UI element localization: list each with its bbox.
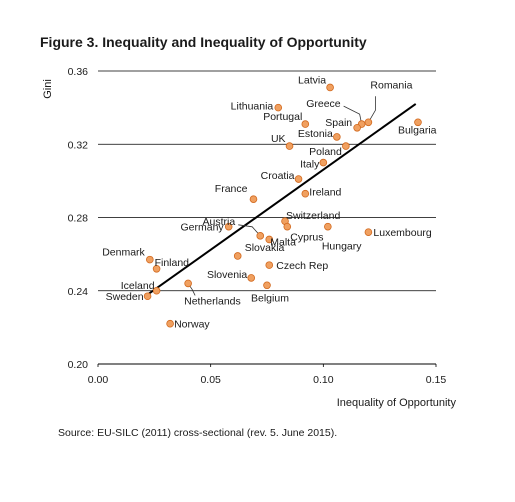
point-poland: [342, 142, 350, 150]
label-slovakia: Slovakia: [245, 242, 285, 254]
trendline: [144, 103, 417, 298]
figure-title: Figure 3. Inequality and Inequality of O…: [40, 34, 367, 50]
label-poland: Poland: [309, 146, 342, 158]
point-luxembourg: [364, 228, 373, 236]
point-netherlands: [184, 279, 192, 288]
label-lithuania: Lithuania: [231, 101, 274, 113]
label-bulgaria: Bulgaria: [398, 124, 437, 136]
label-romania: Romania: [370, 79, 412, 91]
point-germany: [224, 222, 233, 231]
y-axis-title: Gini: [42, 79, 54, 99]
leader-line-romania: [368, 96, 376, 123]
label-croatia: Croatia: [261, 170, 295, 182]
point-sweden: [143, 292, 152, 301]
point-lithuania: [274, 103, 283, 112]
label-hungary: Hungary: [322, 241, 362, 253]
x-tick-label: 0.10: [313, 374, 334, 386]
point-uk: [285, 142, 294, 150]
point-estonia: [333, 133, 341, 141]
label-france: France: [215, 183, 248, 195]
point-croatia: [294, 175, 303, 183]
label-finland: Finland: [155, 257, 190, 269]
point-bulgaria: [414, 118, 422, 127]
point-slovakia: [233, 252, 242, 260]
x-tick-label: 0.00: [88, 374, 109, 386]
label-cyprus: Cyprus: [290, 232, 323, 244]
point-denmark: [146, 255, 154, 264]
y-tick-label: 0.28: [68, 213, 89, 225]
y-tick-label: 0.36: [68, 66, 89, 78]
point-slovenia: [247, 274, 256, 282]
point-romania: [364, 118, 373, 127]
point-hungary: [324, 222, 332, 231]
label-latvia: Latvia: [298, 74, 326, 86]
label-luxembourg: Luxembourg: [373, 227, 432, 239]
label-slovenia: Slovenia: [207, 269, 247, 281]
point-norway: [166, 319, 174, 328]
label-sweden: Sweden: [106, 291, 144, 303]
point-portugal: [301, 120, 310, 128]
point-austria: [256, 232, 265, 240]
label-belgium: Belgium: [251, 292, 289, 304]
label-netherlands: Netherlands: [184, 295, 241, 307]
label-iceland: Iceland: [121, 280, 155, 292]
label-norway: Norway: [174, 319, 210, 331]
x-tick-label: 0.15: [426, 374, 447, 386]
source-note: Source: EU-SILC (2011) cross-sectional (…: [58, 427, 338, 439]
x-tick-label: 0.05: [200, 374, 221, 386]
label-switzerland: Switzerland: [286, 210, 340, 222]
point-belgium: [263, 281, 271, 290]
point-cyprus: [283, 222, 292, 231]
x-axis-title: Inequality of Opportunity: [337, 397, 457, 409]
label-italy: Italy: [300, 159, 320, 171]
y-tick-label: 0.24: [68, 286, 89, 298]
point-latvia: [326, 83, 334, 92]
axes: 0.20 0.24 0.28 0.32 0.36 0.00 0.05 0.10 0.15 Ineq…: [42, 66, 456, 409]
label-greece: Greece: [306, 98, 341, 110]
point-spain: [353, 123, 361, 132]
label-ireland: Ireland: [309, 187, 341, 199]
point-malta: [265, 235, 274, 244]
point-czech-rep: [265, 261, 274, 269]
label-malta: Malta: [270, 236, 296, 248]
point-labels: Latvia Lithuania Romania Portugal Greece Spai…: [102, 74, 436, 330]
label-uk: UK: [271, 133, 286, 145]
y-tick-label: 0.32: [68, 139, 89, 151]
leader-line-austria: [238, 224, 261, 237]
y-tick-label: 0.20: [68, 359, 89, 371]
trendline-group: [144, 103, 417, 298]
label-portugal: Portugal: [263, 111, 302, 123]
scatter-chart: 0.20 0.24 0.28 0.32 0.36 0.00 0.05 0.10 0.15 Ineq…: [42, 66, 456, 409]
label-estonia: Estonia: [298, 128, 333, 140]
point-iceland: [152, 286, 161, 295]
point-ireland: [301, 189, 310, 198]
label-germany: Germany: [181, 222, 225, 234]
point-france: [249, 195, 258, 203]
label-denmark: Denmark: [102, 247, 145, 259]
point-italy: [319, 158, 328, 167]
label-czech-rep: Czech Rep: [276, 260, 328, 272]
label-spain: Spain: [325, 117, 352, 129]
label-austria: Austria: [203, 216, 236, 228]
point-finland: [152, 264, 161, 273]
data-points: [143, 83, 422, 328]
